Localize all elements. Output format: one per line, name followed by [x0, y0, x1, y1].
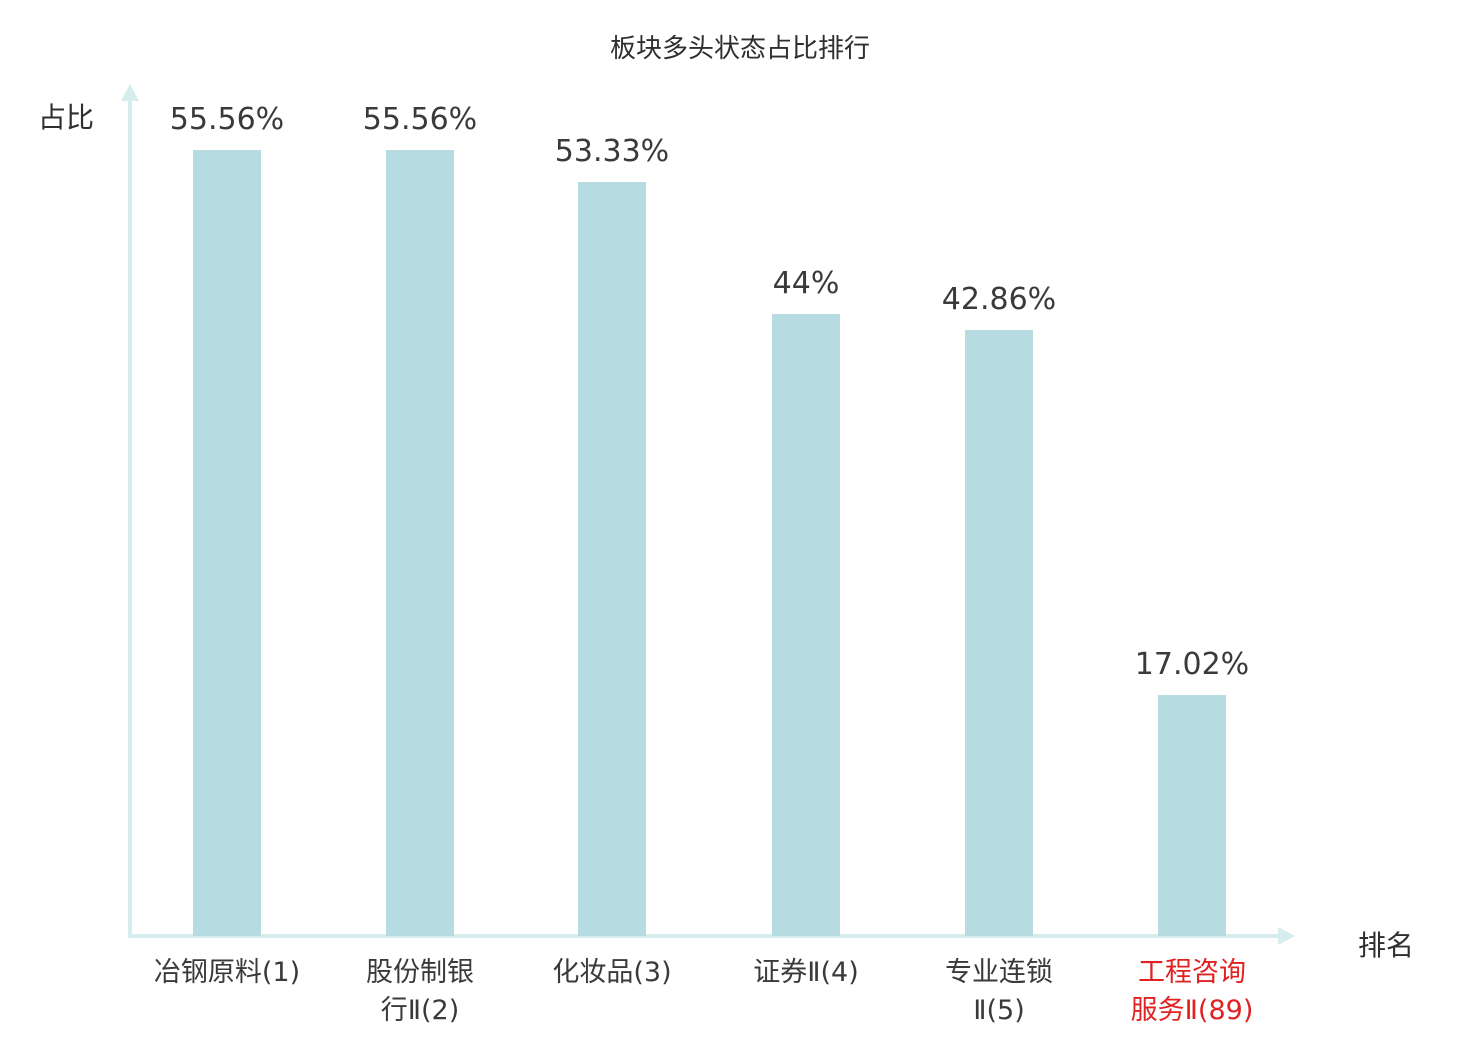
- bar-value-label: 42.86%: [941, 282, 1057, 317]
- bar-value-label: 44%: [772, 266, 840, 301]
- y-axis-label: 占比: [38, 101, 95, 134]
- bar-value-label: 17.02%: [1134, 647, 1250, 682]
- bar-category-label: 证券Ⅱ(4): [753, 957, 859, 988]
- bar-category-label: 工程咨询 服务Ⅱ(89): [1130, 957, 1254, 1026]
- x-axis-line: [128, 934, 1278, 938]
- y-axis-arrow-icon: [121, 84, 139, 101]
- bar: [965, 330, 1033, 936]
- bar: [772, 314, 840, 936]
- bar-value-label: 53.33%: [554, 134, 670, 169]
- x-axis-label: 排名: [1358, 929, 1415, 962]
- bar-category-label: 股份制银 行Ⅱ(2): [366, 957, 474, 1026]
- bar: [193, 150, 261, 936]
- x-axis-arrow-icon: [1278, 927, 1295, 945]
- bar-category-label: 化妆品(3): [552, 957, 672, 988]
- y-axis-line: [128, 100, 132, 936]
- bar: [386, 150, 454, 936]
- chart-title: 板块多头状态占比排行: [609, 34, 870, 64]
- bar-value-label: 55.56%: [362, 102, 478, 137]
- bar-value-label: 55.56%: [169, 102, 285, 137]
- bar-category-label: 冶钢原料(1): [153, 957, 301, 988]
- bar: [1158, 695, 1226, 936]
- bar-category-label: 专业连锁 Ⅱ(5): [945, 957, 1053, 1026]
- bar: [578, 182, 646, 936]
